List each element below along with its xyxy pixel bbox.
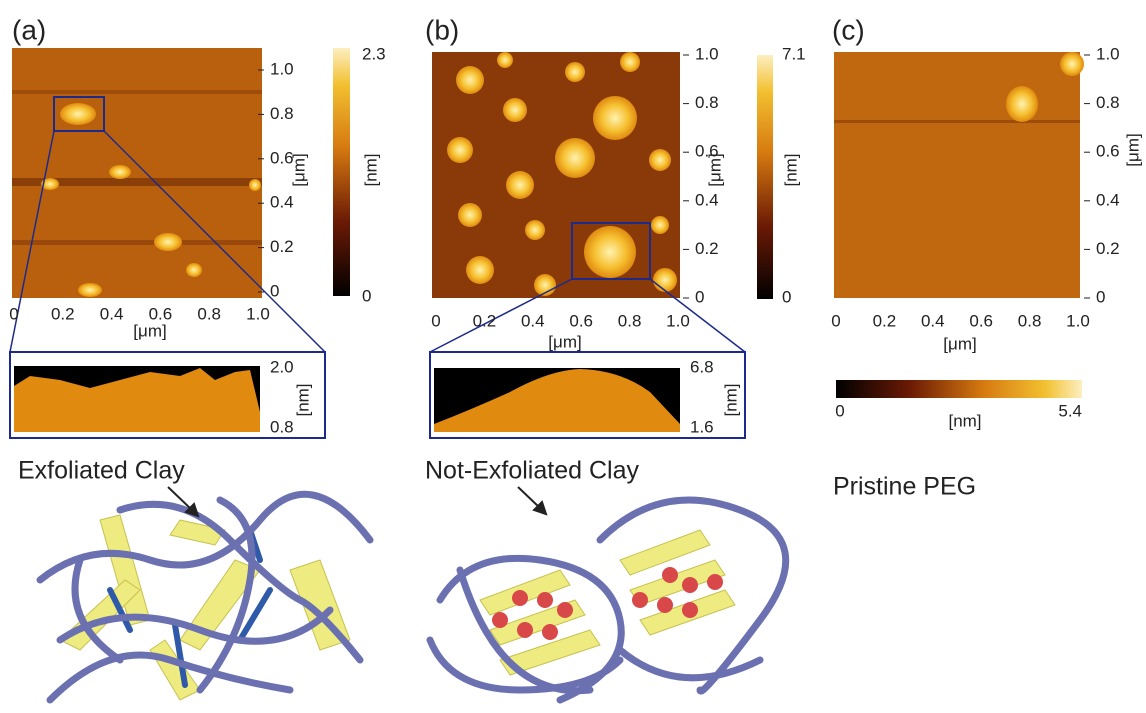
x-tick-label: 0.4 bbox=[521, 311, 545, 330]
panel-label: (a) bbox=[12, 14, 46, 45]
profile-max: 2.0 bbox=[270, 357, 294, 376]
profile-min: 0.8 bbox=[270, 417, 294, 436]
x-tick-label: 0.2 bbox=[473, 311, 497, 330]
y-tick-label: 0.2 bbox=[270, 237, 294, 256]
x-tick-label: 0.8 bbox=[197, 304, 221, 323]
y-tick-label: 0 bbox=[695, 287, 704, 306]
colorbar-max: 7.1 bbox=[782, 44, 806, 63]
y-tick-label: 1.0 bbox=[695, 44, 719, 63]
colorbar-min: 0 bbox=[362, 286, 371, 305]
y-tick-label: 1.0 bbox=[1096, 44, 1120, 63]
y-tick-label: 0.8 bbox=[270, 104, 294, 123]
caption: Not-Exfoliated Clay bbox=[425, 457, 639, 485]
y-tick-label: 1.0 bbox=[270, 59, 294, 78]
y-tick-label: 0.4 bbox=[270, 193, 294, 212]
panel-label: (c) bbox=[832, 14, 865, 45]
colorbar-min: 0 bbox=[835, 401, 844, 420]
profile-min: 1.6 bbox=[690, 417, 714, 436]
x-tick-label: 0.4 bbox=[100, 304, 124, 323]
caption: Exfoliated Clay bbox=[18, 457, 185, 485]
profile-label: [nm] bbox=[293, 383, 312, 416]
y-tick-label: 0.4 bbox=[1096, 190, 1120, 209]
colorbar-label: [nm] bbox=[781, 153, 800, 186]
x-axis-label: [μm] bbox=[943, 334, 976, 353]
afm-image-c bbox=[834, 52, 1084, 298]
x-tick-label: 0 bbox=[431, 311, 440, 330]
y-tick-label: 0 bbox=[270, 281, 279, 300]
x-tick-label: 1.0 bbox=[1066, 311, 1090, 330]
colorbar-max: 2.3 bbox=[362, 44, 386, 63]
figure: (a)00.20.40.60.81.000.20.40.60.81.0[μm][… bbox=[0, 0, 1146, 708]
x-tick-label: 0.6 bbox=[969, 311, 993, 330]
colorbar-max: 5.4 bbox=[1058, 401, 1082, 420]
caption: Pristine PEG bbox=[833, 473, 976, 501]
y-tick-label: 0.8 bbox=[1096, 93, 1120, 112]
y-tick-label: 0.8 bbox=[695, 93, 719, 112]
illustration-exfoliated bbox=[40, 494, 370, 700]
colorbar-label: [nm] bbox=[361, 153, 380, 186]
y-tick-label: 0.4 bbox=[695, 190, 719, 209]
y-tick-label: 0.2 bbox=[1096, 239, 1120, 258]
y-axis-label: [μm] bbox=[705, 153, 724, 186]
x-tick-label: 0.8 bbox=[618, 311, 642, 330]
x-tick-label: 0 bbox=[831, 311, 840, 330]
y-axis-label: [μm] bbox=[1123, 133, 1142, 166]
y-tick-label: 0.6 bbox=[1096, 142, 1120, 161]
colorbar-a bbox=[333, 48, 350, 296]
x-tick-label: 0.2 bbox=[873, 311, 897, 330]
x-tick-label: 0.8 bbox=[1018, 311, 1042, 330]
x-tick-label: 1.0 bbox=[246, 304, 270, 323]
y-tick-label: 0.2 bbox=[695, 239, 719, 258]
colorbar-b bbox=[757, 55, 773, 299]
x-tick-label: 1.0 bbox=[666, 311, 690, 330]
y-tick-label: 0 bbox=[1096, 287, 1105, 306]
illustration-not-exfoliated bbox=[430, 500, 786, 700]
x-tick-label: 0.4 bbox=[921, 311, 945, 330]
colorbar-label: [nm] bbox=[948, 411, 981, 430]
panel-label: (b) bbox=[425, 14, 459, 45]
x-tick-label: 0 bbox=[9, 304, 18, 323]
colorbar-min: 0 bbox=[782, 287, 791, 306]
x-tick-label: 0.2 bbox=[51, 304, 75, 323]
x-axis-label: [μm] bbox=[133, 321, 166, 340]
x-tick-label: 0.6 bbox=[569, 311, 593, 330]
profile-max: 6.8 bbox=[690, 357, 714, 376]
y-axis-label: [μm] bbox=[289, 153, 308, 186]
profile-label: [nm] bbox=[721, 383, 740, 416]
colorbar-c bbox=[836, 380, 1082, 398]
x-axis-label: [μm] bbox=[548, 332, 581, 351]
